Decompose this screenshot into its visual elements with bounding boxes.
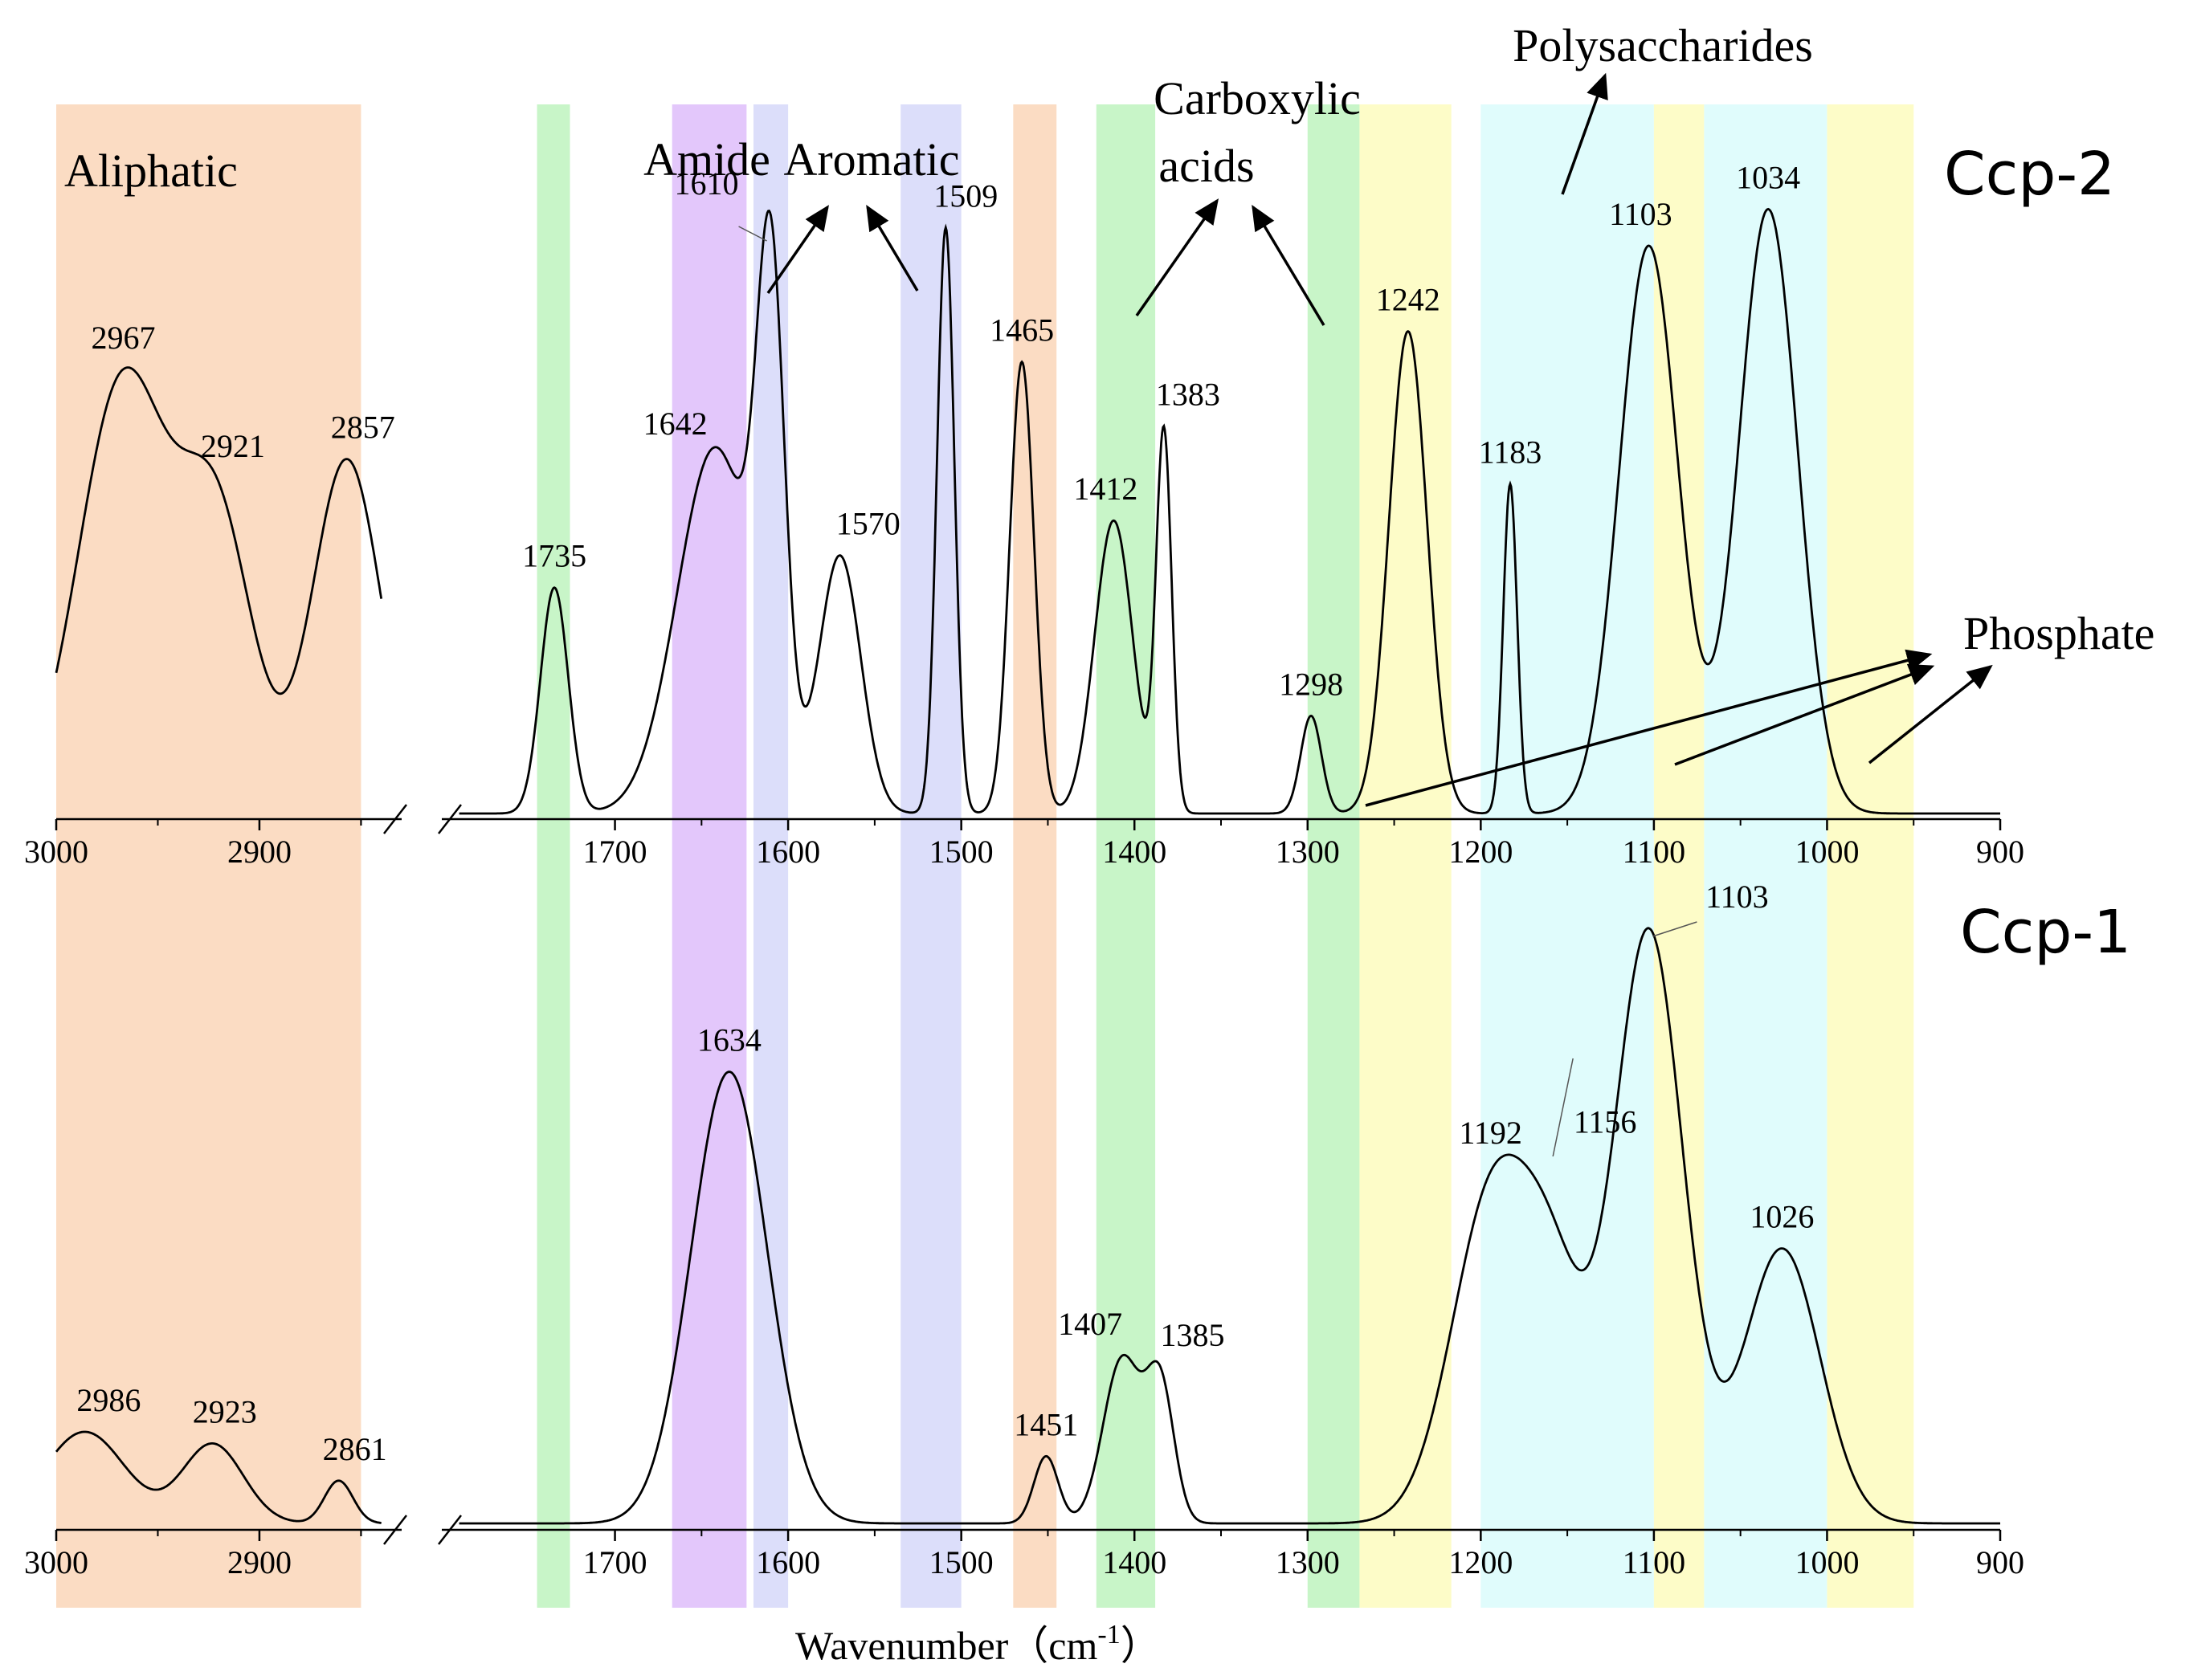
group-label-polysaccharides: Polysaccharides <box>1513 19 1813 71</box>
spectrum-curves <box>55 207 2000 1525</box>
band-1071-1000 <box>1704 104 1828 1608</box>
top-panel-tick-label-1000: 1000 <box>1795 834 1859 870</box>
ccp-1-peak-label-1103: 1103 <box>1705 879 1769 915</box>
arrow-phosphate-3 <box>1868 664 1993 765</box>
leader-1610 <box>738 226 767 242</box>
ccp-2-peak-label-1034: 1034 <box>1736 159 1800 195</box>
ccp-2-peak-label-1465: 1465 <box>990 312 1054 349</box>
top-panel-tick-label-1100: 1100 <box>1623 834 1686 870</box>
top-panel-tick-label-900: 900 <box>1976 834 2024 870</box>
series-label-ccp-2: Ccp-2 <box>1944 140 2115 209</box>
ccp-2-peak-label-2921: 2921 <box>201 428 265 464</box>
group-label-aliphatic: Aliphatic <box>64 145 238 197</box>
ccp-2-peak-label-1103: 1103 <box>1609 196 1672 232</box>
ccp-2-peak-label-1383: 1383 <box>1156 377 1220 413</box>
band-1200-1100 <box>1480 104 1654 1608</box>
bottom-panel-tick-label-1300: 1300 <box>1276 1544 1340 1580</box>
ccp-2-curve-segment-1 <box>459 207 2000 815</box>
arrow-amide <box>766 205 829 294</box>
bottom-panel-tick-label-1500: 1500 <box>929 1544 994 1580</box>
ccp-2-peak-label-1298: 1298 <box>1279 666 1343 702</box>
x-axis-title: Wavenumber（cm-1） <box>795 1620 1161 1668</box>
band-1470-1445 <box>1013 104 1057 1608</box>
bottom-panel-tick-label-1400: 1400 <box>1102 1544 1166 1580</box>
leader-1103 <box>1652 921 1697 937</box>
top-panel-tick-label-1500: 1500 <box>929 834 994 870</box>
x-axis-title-main: Wavenumber（cm <box>795 1623 1098 1668</box>
bottom-panel-tick-label-3000: 3000 <box>24 1544 88 1580</box>
ccp-2-peak-label-1610: 1610 <box>675 165 739 202</box>
band-1300-1270 <box>1307 104 1360 1608</box>
band-1667-1624 <box>672 104 747 1608</box>
peak-labels: 2967 2921 2857 1735 1642 1610 1570 1509 1465 1412… <box>76 159 1814 1466</box>
top-panel-tick-label-2900: 2900 <box>227 834 292 870</box>
arrow-phosphate-1 <box>1365 649 1933 807</box>
band-1270-1217 <box>1359 104 1452 1608</box>
ccp-1-peak-label-1156: 1156 <box>1574 1103 1637 1140</box>
group-label-aromatic: Aromatic <box>783 133 959 186</box>
band-3000-2850 <box>56 104 361 1608</box>
bottom-panel-tick-label-1200: 1200 <box>1448 1544 1513 1580</box>
bottom-panel-tick-label-1000: 1000 <box>1795 1544 1859 1580</box>
ccp-2-peak-label-2967: 2967 <box>91 320 155 356</box>
ccp-1-peak-label-1634: 1634 <box>697 1022 762 1058</box>
top-panel-tick-label-1600: 1600 <box>756 834 820 870</box>
x-axis-title-sup: -1 <box>1097 1620 1120 1649</box>
ccp-2-peak-label-1570: 1570 <box>836 506 900 542</box>
bottom-panel-axis-break-mark <box>438 1515 462 1545</box>
arrow-carboxylic-left <box>1135 198 1219 317</box>
ccp-1-peak-label-1385: 1385 <box>1161 1317 1225 1353</box>
group-label-carboxylic: Carboxylic <box>1154 72 1361 124</box>
ccp-2-peak-label-1183: 1183 <box>1479 434 1542 471</box>
ccp-2-peak-label-1735: 1735 <box>522 538 586 574</box>
ccp-1-peak-label-2861: 2861 <box>323 1431 387 1467</box>
bottom-panel-tick-label-1700: 1700 <box>583 1544 647 1580</box>
group-label-acids: acids <box>1158 140 1254 192</box>
ccp-1-peak-label-1407: 1407 <box>1058 1306 1122 1342</box>
ccp-2-curve-segment-0 <box>55 366 383 695</box>
bottom-panel-tick-label-900: 900 <box>1976 1544 2024 1580</box>
bottom-panel-tick-label-1100: 1100 <box>1623 1544 1686 1580</box>
functional-group-bands <box>56 104 1914 1608</box>
band-1422-1388 <box>1096 104 1156 1608</box>
band-1100-1071 <box>1653 104 1705 1608</box>
ccp-1-curve-segment-0 <box>55 1430 382 1524</box>
ccp-2-peak-label-2857: 2857 <box>331 410 395 446</box>
x-axis-title-close: ） <box>1121 1623 1161 1668</box>
bottom-panel-axis-break-mark <box>383 1515 407 1545</box>
group-label-amide: Amide <box>643 133 770 186</box>
ccp-2-peak-label-1509: 1509 <box>933 177 998 214</box>
ccp-1-peak-label-1451: 1451 <box>1014 1406 1078 1442</box>
ccp-1-peak-label-2923: 2923 <box>193 1393 257 1429</box>
ccp-1-peak-label-2986: 2986 <box>76 1382 141 1418</box>
ccp-2-peak-label-1242: 1242 <box>1376 282 1440 318</box>
top-panel-tick-label-3000: 3000 <box>24 834 88 870</box>
annotations: Aliphatic Amide Aromatic Carboxylic acids Pol… <box>64 19 2154 807</box>
top-panel-tick-label-1400: 1400 <box>1102 834 1166 870</box>
bottom-panel-tick-label-1600: 1600 <box>756 1544 820 1580</box>
band-1000-950 <box>1827 104 1914 1608</box>
series-label-ccp-1: Ccp-1 <box>1960 898 2131 967</box>
ccp-1-curve-segment-1 <box>459 927 2000 1525</box>
group-label-phosphate: Phosphate <box>1963 607 2154 659</box>
ccp-2-peak-label-1412: 1412 <box>1073 471 1137 507</box>
ccp-1-peak-label-1026: 1026 <box>1750 1199 1814 1235</box>
band-1745-1726 <box>537 104 570 1608</box>
ccp-2-peak-label-1642: 1642 <box>643 406 708 442</box>
arrow-phosphate-2 <box>1674 663 1935 766</box>
arrow-aromatic <box>866 204 919 292</box>
bottom-panel-tick-label-2900: 2900 <box>227 1544 292 1580</box>
top-panel-axis-break-mark <box>438 804 462 834</box>
arrow-polysaccharides <box>1561 72 1608 195</box>
top-panel-axis-break-mark <box>383 804 407 834</box>
leader-1156 <box>1552 1058 1574 1157</box>
top-panel-tick-label-1300: 1300 <box>1276 834 1340 870</box>
arrow-carboxylic-right <box>1252 204 1325 326</box>
ccp-1-peak-label-1192: 1192 <box>1459 1115 1522 1151</box>
top-panel-tick-label-1200: 1200 <box>1448 834 1513 870</box>
axes: 3000 2900 1700 1600 1500 1400 1300 1200 1100 1000… <box>24 804 2024 1580</box>
top-panel-tick-label-1700: 1700 <box>583 834 647 870</box>
